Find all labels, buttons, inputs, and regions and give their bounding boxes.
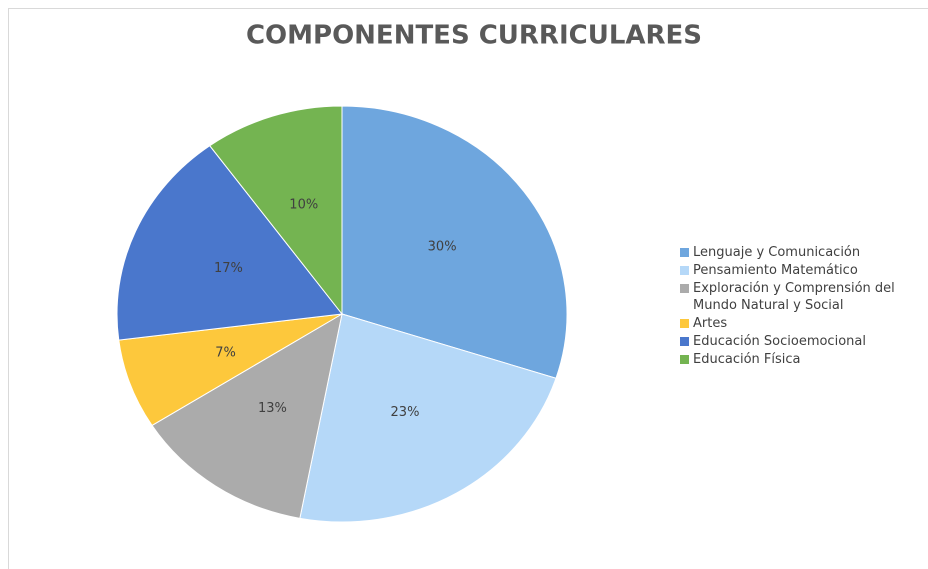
data-label: 7% bbox=[215, 345, 236, 360]
legend-swatch bbox=[680, 284, 689, 293]
pie-slice bbox=[116, 145, 343, 341]
legend-item: Artes bbox=[680, 315, 928, 332]
legend-item: Pensamiento Matemático bbox=[680, 262, 928, 279]
data-label: 17% bbox=[214, 261, 243, 276]
legend-item: Lenguaje y Comunicación bbox=[680, 244, 928, 261]
legend-swatch bbox=[680, 248, 689, 257]
pie-slice bbox=[341, 105, 568, 379]
pie-slice bbox=[151, 312, 343, 519]
data-label: 23% bbox=[391, 405, 420, 420]
legend-label: Pensamiento Matemático bbox=[693, 263, 858, 278]
legend-swatch bbox=[680, 266, 689, 275]
legend-label: Exploración y Comprensión del Mundo Natu… bbox=[693, 281, 895, 313]
data-label: 13% bbox=[258, 401, 287, 416]
legend-label: Educación Física bbox=[693, 352, 801, 367]
legend-item: Educación Física bbox=[680, 351, 928, 368]
legend-item: Educación Socioemocional bbox=[680, 333, 928, 350]
legend-item: Exploración y Comprensión del Mundo Natu… bbox=[680, 280, 928, 314]
legend-swatch bbox=[680, 319, 689, 328]
pie-slice bbox=[299, 313, 557, 523]
pie-slice bbox=[209, 105, 343, 316]
data-label: 10% bbox=[289, 198, 318, 213]
frame bbox=[8, 8, 928, 569]
legend-label: Educación Socioemocional bbox=[693, 334, 866, 349]
legend-swatch bbox=[680, 337, 689, 346]
chart-title: COMPONENTES CURRICULARES bbox=[246, 21, 702, 51]
legend-label: Artes bbox=[693, 316, 728, 331]
legend: Lenguaje y Comunicación Pensamiento Matem… bbox=[680, 244, 928, 369]
data-label: 30% bbox=[428, 239, 457, 254]
legend-swatch bbox=[680, 355, 689, 364]
legend-label: Lenguaje y Comunicación bbox=[693, 245, 861, 260]
